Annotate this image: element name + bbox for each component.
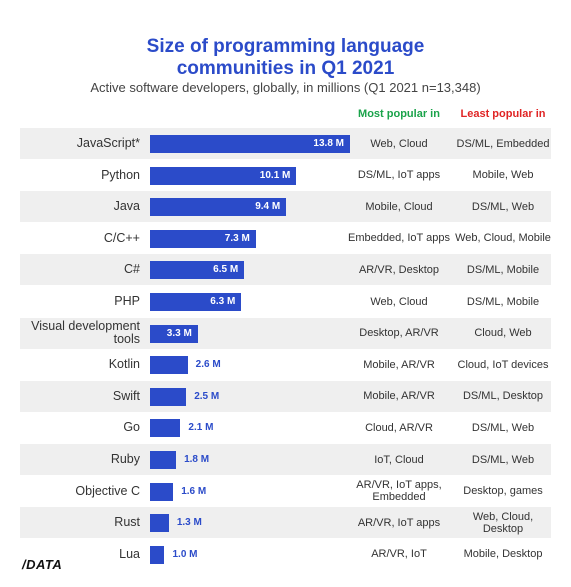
most-popular-cell: DS/ML, IoT apps [357,169,441,182]
bar [150,514,169,533]
table-row: Swift 2.5 M Mobile, AR/VR DS/ML, Desktop [20,380,551,412]
chart-title-line1: Size of programming language [146,36,425,57]
table-row: Lua 1.0 M AR/VR, IoT Mobile, Desktop [20,539,551,570]
table-row: Go 2.1 M Cloud, AR/VR DS/ML, Web [20,412,551,443]
chart-subtitle: Active software developers, globally, in… [90,80,481,95]
language-label: Kotlin [108,357,140,372]
table-row: Rust 1.3 M AR/VR, IoT apps Web, Cloud, Desk… [20,507,551,539]
table-row: Java 9.4 M Mobile, Cloud DS/ML, Web [20,191,551,223]
bar [150,356,188,375]
most-popular-cell: AR/VR, IoT apps, Embedded [356,479,442,504]
value-label: 7.3 M [224,232,250,244]
language-label: Lua [119,546,140,561]
chart-title: Size of programming language communities… [0,36,571,80]
value-label: 13.8 M [313,138,344,149]
least-popular-cell: DS/ML, Mobile [466,295,540,308]
least-popular-cell: Desktop, games [463,485,543,498]
value-label: 10.1 M [259,169,291,181]
language-label: Visual development tools [31,319,140,347]
value-label: 6.5 M [213,264,239,276]
language-label: Swift [112,388,140,403]
most-popular-cell: Mobile, AR/VR [363,390,435,403]
bar [150,293,242,311]
bar [150,198,287,217]
most-popular-cell: AR/VR, IoT apps [357,516,441,529]
table-row: Ruby 1.8 M IoT, Cloud DS/ML, Web [20,444,551,475]
most-popular-cell: Mobile, AR/VR [363,358,435,371]
table-row: Visual development tools 3.3 M Desktop, AR… [20,317,551,349]
most-popular-cell: Cloud, AR/VR [365,421,433,434]
most-popular-cell: Mobile, Cloud [365,200,433,213]
value-label: 1.6 M [181,485,207,497]
least-popular-cell: Web, Cloud, Mobile [455,232,551,245]
least-popular-cell: DS/ML, Embedded [456,137,550,150]
language-label: Go [123,420,140,435]
bar [150,387,187,406]
language-label: Ruby [110,452,140,466]
bar [150,451,177,469]
most-popular-cell: AR/VR, IoT [371,548,427,561]
chart-title-line2: communities in Q1 2021 [176,58,395,79]
least-popular-cell: DS/ML, Web [471,200,535,213]
least-popular-cell: DS/ML, Desktop [462,390,544,403]
least-popular-header: Least popular in [460,108,546,120]
bar [150,135,350,153]
language-label: PHP [114,294,140,308]
value-label: 1.3 M [176,517,202,529]
value-label: 2.5 M [194,390,220,402]
value-label: 2.6 M [195,359,221,371]
least-popular-cell: Web, Cloud, Desktop [472,510,534,535]
language-label: Rust [114,515,140,530]
most-popular-cell: Web, Cloud [370,137,428,150]
language-label: Python [101,167,140,182]
bar [150,482,174,501]
language-label: Java [113,199,140,214]
value-label: 6.3 M [210,296,236,307]
bar [150,545,165,564]
value-label: 3.3 M [166,327,192,339]
language-label: C/C++ [103,230,140,245]
least-popular-cell: Mobile, Desktop [463,548,543,561]
language-label: Objective C [75,483,140,498]
value-label: 1.0 M [172,548,198,560]
least-popular-cell: DS/ML, Web [471,453,535,466]
most-popular-cell: Desktop, AR/VR [359,327,439,340]
table-row: C/C++ 7.3 M Embedded, IoT apps Web, Cloud, … [20,223,551,254]
most-popular-cell: Embedded, IoT apps [348,232,450,245]
table-row: Python 10.1 M DS/ML, IoT apps Mobile, Web [20,160,551,191]
table-row: C# 6.5 M AR/VR, Desktop DS/ML, Mobile [20,254,551,286]
bar [150,419,181,438]
most-popular-cell: Web, Cloud [370,295,428,308]
bar [150,166,297,185]
least-popular-cell: Cloud, Web [474,327,532,340]
table-row: Objective C 1.6 M AR/VR, IoT apps, Embedde… [20,476,551,507]
table-row: Kotlin 2.6 M Mobile, AR/VR Cloud, IoT devic… [20,349,551,380]
least-popular-cell: Cloud, IoT devices [457,358,549,371]
bar [150,324,198,343]
value-label: 9.4 M [255,201,281,213]
least-popular-cell: DS/ML, Mobile [466,263,540,276]
table-row: JavaScript* 13.8 M Web, Cloud DS/ML, Embedd… [20,128,551,159]
language-label: JavaScript* [76,136,140,150]
bar [150,229,256,248]
value-label: 1.8 M [184,454,210,465]
most-popular-header: Most popular in [358,108,440,120]
most-popular-cell: AR/VR, Desktop [358,263,440,276]
most-popular-cell: IoT, Cloud [374,453,424,466]
bar [150,261,245,280]
value-label: 2.1 M [188,422,214,434]
data-logo: /DATA [22,557,63,572]
least-popular-cell: DS/ML, Web [471,421,535,434]
language-label: C# [124,262,140,277]
table-row: PHP 6.3 M Web, Cloud DS/ML, Mobile [20,286,551,317]
least-popular-cell: Mobile, Web [472,169,534,182]
